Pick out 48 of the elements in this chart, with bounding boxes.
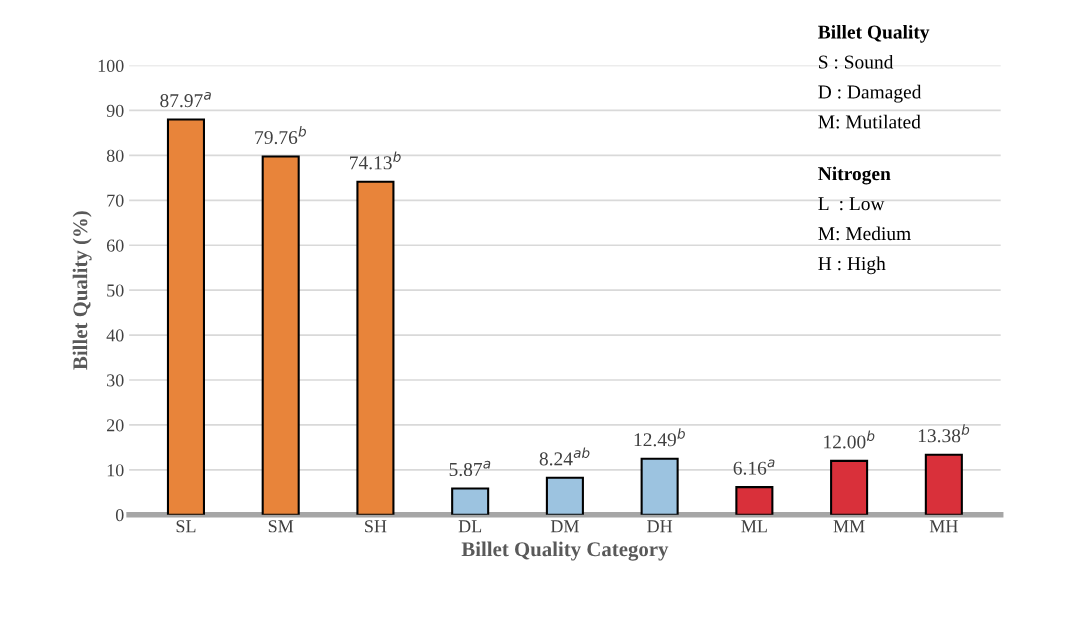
data-label: 8.24$^{ab}$	[539, 447, 590, 466]
x-axis-title: Billet Quality Category	[461, 541, 669, 561]
x-tick-label: DH	[647, 520, 673, 533]
bar	[261, 155, 300, 515]
x-tick-label: ML	[741, 520, 767, 533]
annotation: D : Damaged	[818, 84, 922, 103]
data-label: 5.87$^{a}$	[449, 460, 491, 477]
x-tick-label: MH	[929, 520, 958, 533]
annotation: L : Low	[818, 197, 885, 211]
x-tick-label: MM	[833, 520, 865, 533]
y-tick-label: 80	[106, 149, 124, 162]
data-label: 12.00$^{b}$	[824, 430, 875, 449]
y-tick-label: 0	[115, 509, 124, 522]
y-tick-label: 20	[107, 419, 124, 432]
x-tick-label: SH	[365, 520, 387, 533]
y-tick-label: 50	[107, 284, 124, 297]
y-tick-label: 90	[106, 104, 124, 117]
y-tick-label: 100	[98, 59, 124, 72]
data-label: 12.49$^{b}$	[634, 428, 685, 447]
annotation: H : High	[818, 256, 886, 275]
x-tick-label: SM	[268, 520, 294, 533]
bar	[451, 487, 490, 515]
data-label: 13.38$^{b}$	[918, 424, 970, 443]
y-tick-label: 10	[107, 464, 124, 477]
bar	[924, 453, 963, 515]
x-tick-label: DM	[550, 520, 579, 533]
bar	[830, 459, 869, 515]
data-label: 74.13$^{b}$	[350, 151, 401, 170]
bar	[166, 118, 205, 515]
y-tick-label: 40	[106, 329, 124, 342]
data-label: 79.76$^{b}$	[255, 126, 306, 145]
data-label: 6.16$^{a}$	[733, 459, 775, 475]
bar	[545, 476, 584, 515]
bar	[356, 180, 395, 515]
annotation: S : Sound	[819, 54, 894, 69]
annotation: M: Medium	[818, 226, 911, 241]
text: Billet Quality	[818, 24, 930, 43]
y-tick-label: 70	[107, 194, 124, 207]
annotation: M: Mutilated	[818, 114, 921, 129]
x-tick-label: DL	[458, 520, 482, 533]
bar	[640, 457, 679, 515]
y-tick-label: 60	[106, 239, 124, 252]
bar	[735, 486, 774, 515]
y-axis-title: Billet Quality (%)	[72, 211, 92, 370]
x-tick-label: SL	[176, 520, 196, 533]
y-tick-label: 30	[107, 374, 124, 387]
annotation: Nitrogen	[818, 166, 891, 185]
data-label: 87.97$^{a}$	[160, 91, 211, 108]
